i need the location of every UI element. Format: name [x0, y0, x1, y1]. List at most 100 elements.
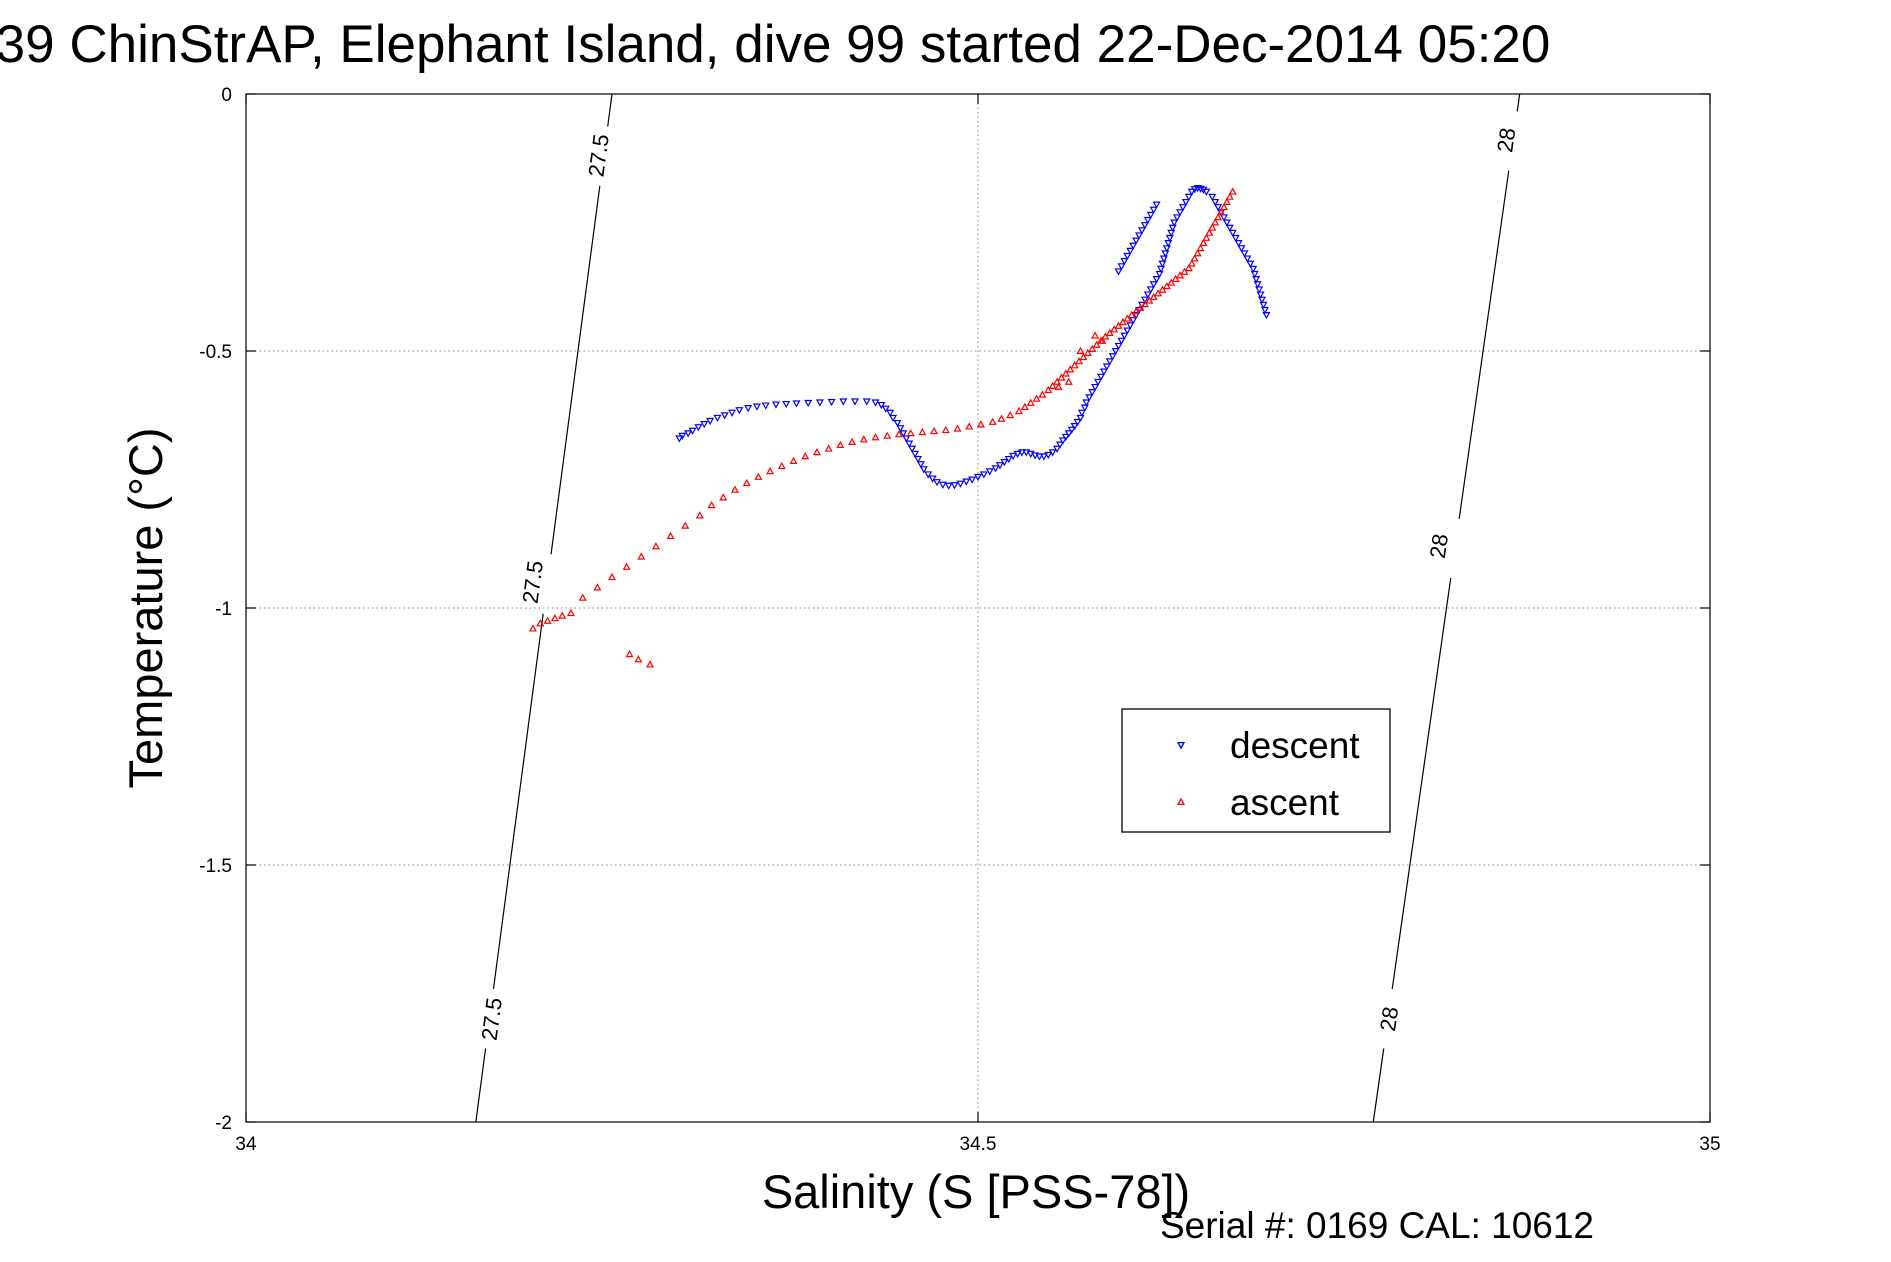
ascent-point-12: [666, 531, 675, 540]
ascent-point-99: [1098, 336, 1107, 344]
ascent-point-83: [1196, 243, 1205, 252]
x-tick-label-2: 35: [1699, 1134, 1720, 1155]
ascent-point-30: [883, 431, 892, 439]
descent-point-75: [1082, 399, 1091, 407]
descent-point-12: [752, 403, 761, 411]
descent-point-65: [1055, 441, 1064, 449]
descent-point-96: [1143, 291, 1152, 299]
contour-label-28-2: 28: [1492, 126, 1520, 154]
legend-marker-descent: [1176, 741, 1186, 750]
descent-point-116: [1187, 188, 1196, 196]
descent-point-22: [862, 398, 871, 406]
ascent-point-16: [719, 493, 728, 501]
ascent-point-63: [1114, 321, 1123, 329]
ascent-point-88: [1211, 218, 1220, 226]
descent-point-137: [1250, 270, 1259, 279]
ascent-point-15: [707, 500, 716, 509]
ascent-point-9: [622, 562, 631, 570]
descent-point-33: [908, 445, 917, 453]
ascent-point-80: [1187, 259, 1196, 267]
y-tick-label-1: -0.5: [199, 342, 232, 363]
descent-point-146: [1152, 201, 1161, 209]
ascent-point-31: [894, 430, 903, 438]
ascent-point-87: [1208, 223, 1217, 231]
ascent-point-72: [1154, 289, 1163, 297]
descent-point-104: [1161, 250, 1170, 258]
descent-point-158: [1117, 263, 1126, 271]
descent-point-41: [938, 481, 947, 489]
series-ascent: [528, 187, 1237, 668]
descent-point-144: [1260, 306, 1269, 315]
descent-point-129: [1228, 229, 1237, 238]
ascent-point-5: [566, 608, 576, 617]
descent-point-107: [1165, 234, 1174, 243]
ascent-point-57: [1088, 344, 1097, 352]
ascent-point-67: [1132, 307, 1141, 315]
descent-point-56: [1017, 449, 1026, 457]
descent-point-121: [1202, 188, 1211, 196]
descent-point-139: [1253, 281, 1262, 289]
descent-point-141: [1256, 291, 1265, 299]
ascent-point-0: [528, 624, 537, 632]
descent-point-156: [1123, 252, 1132, 261]
descent-point-67: [1061, 433, 1070, 442]
ascent-point-38: [976, 420, 985, 428]
ascent-point-37: [965, 422, 974, 430]
descent-point-44: [956, 480, 965, 488]
ascent-point-42: [1014, 406, 1024, 415]
legend-label-ascent: ascent: [1230, 782, 1340, 823]
descent-point-85: [1111, 348, 1120, 356]
descent-point-14: [771, 401, 780, 409]
descent-point-155: [1126, 247, 1135, 256]
ascent-point-58: [1092, 340, 1101, 348]
descent-point-103: [1159, 255, 1168, 263]
descent-point-38: [924, 471, 933, 479]
descent-point-150: [1140, 222, 1149, 230]
ascent-point-19: [754, 472, 763, 480]
descent-point-98: [1149, 281, 1158, 289]
descent-point-102: [1158, 260, 1167, 268]
descent-point-13: [761, 402, 770, 410]
descent-point-24: [877, 401, 886, 410]
ascent-point-2: [543, 616, 552, 624]
descent-point-135: [1246, 260, 1255, 268]
ascent-point-8: [607, 572, 617, 581]
ascent-point-82: [1193, 249, 1202, 257]
descent-point-101: [1156, 265, 1166, 273]
ascent-point-48: [1048, 381, 1057, 389]
descent-point-106: [1164, 240, 1173, 248]
ascent-point-3: [550, 614, 559, 622]
descent-point-89: [1123, 327, 1132, 335]
descent-point-142: [1258, 296, 1267, 304]
contour-label-27.5-0: 27.5: [477, 996, 507, 1042]
descent-point-23: [871, 399, 880, 407]
ascent-point-70: [1145, 296, 1154, 304]
ascent-point-28: [859, 435, 868, 443]
ascent-point-14: [695, 511, 704, 519]
ascent-point-69: [1140, 299, 1149, 308]
descent-point-18: [815, 399, 824, 407]
descent-point-152: [1135, 232, 1144, 240]
ascent-point-98: [1091, 331, 1100, 339]
descent-point-64: [1053, 445, 1062, 453]
descent-point-2: [684, 430, 693, 438]
axis-ticks: 34 34.5 35 0 -0.5 -1 -1.5 -2: [199, 85, 1720, 1155]
ascent-point-66: [1127, 310, 1136, 319]
x-axis-label: Salinity (S [PSS-78]): [762, 1165, 1190, 1218]
descent-point-153: [1132, 237, 1141, 245]
descent-point-108: [1167, 229, 1176, 238]
ascent-point-81: [1190, 254, 1199, 262]
ascent-point-11: [651, 542, 660, 550]
descent-point-133: [1240, 250, 1249, 258]
descent-point-30: [899, 430, 908, 438]
descent-point-79: [1094, 378, 1103, 387]
descent-point-122: [1208, 193, 1217, 202]
ascent-point-55: [1079, 352, 1088, 361]
ascent-point-95: [625, 650, 634, 658]
descent-point-73: [1077, 409, 1086, 417]
y-axis-label: Temperature (°C): [119, 428, 172, 789]
descent-point-97: [1146, 286, 1155, 294]
x-tick-label-1: 34.5: [960, 1134, 997, 1155]
descent-point-49: [985, 468, 994, 476]
descent-point-48: [979, 471, 988, 479]
